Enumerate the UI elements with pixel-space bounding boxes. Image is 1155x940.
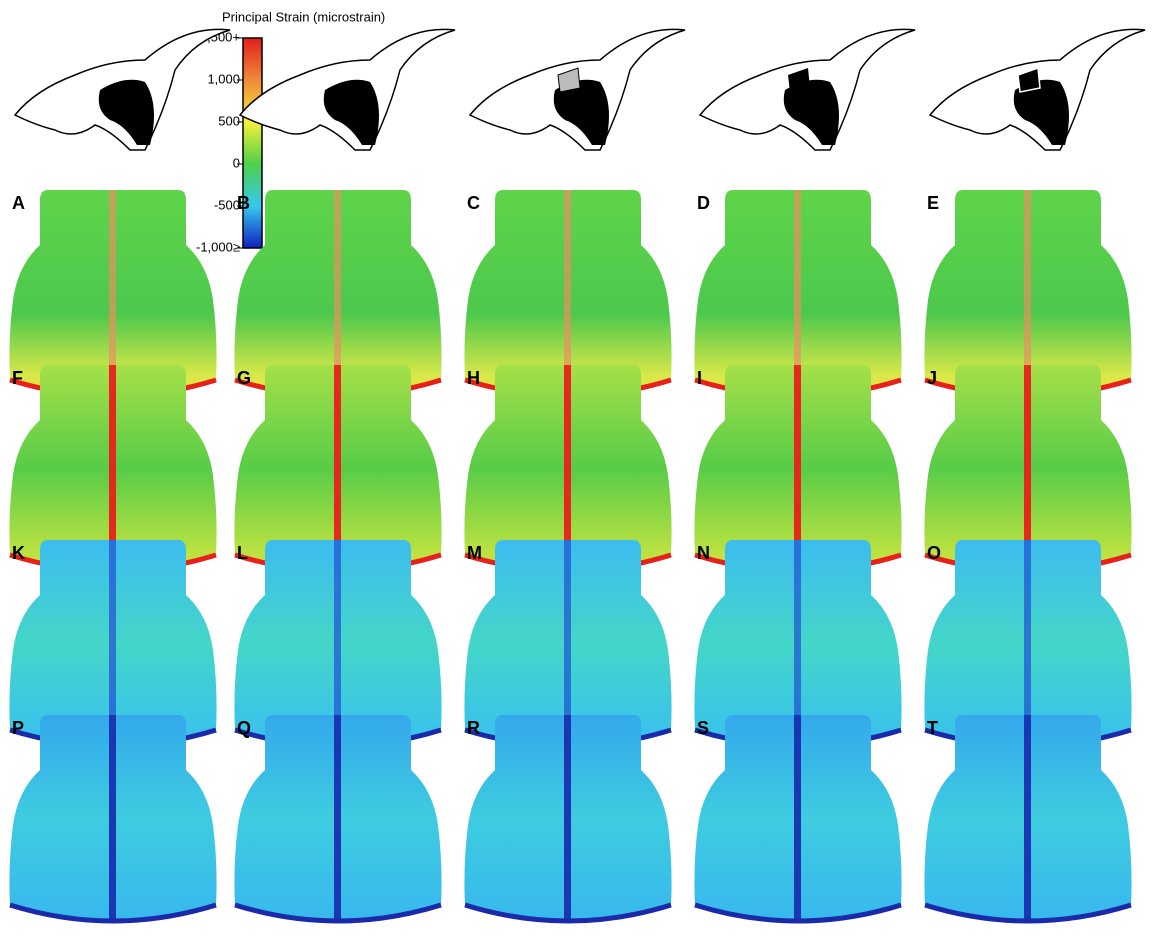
- mid-strip: [109, 715, 116, 923]
- colorbar-title: Principal Strain (microstrain): [222, 9, 385, 24]
- panel-label: T: [927, 718, 938, 738]
- skull-icon: [240, 29, 455, 150]
- figure: Principal Strain (microstrain) 1,500+1,0…: [0, 0, 1155, 940]
- panel-label: E: [927, 193, 939, 213]
- panel-label: O: [927, 543, 941, 563]
- panel-label: C: [467, 193, 480, 213]
- panel-label: K: [12, 543, 25, 563]
- mid-strip: [1024, 715, 1031, 923]
- skull-icon: [700, 29, 915, 150]
- panel-label: F: [12, 368, 23, 388]
- panel-label: R: [467, 718, 480, 738]
- panel-label: L: [237, 543, 248, 563]
- panel-label: S: [697, 718, 709, 738]
- strain-map: [234, 715, 441, 923]
- strain-map: [694, 715, 901, 923]
- panel-label: D: [697, 193, 710, 213]
- panel-label: I: [697, 368, 702, 388]
- panel-label: Q: [237, 718, 251, 738]
- colorbar-tick-label: 500: [218, 113, 240, 128]
- mid-strip: [334, 715, 341, 923]
- panel-label: G: [237, 368, 251, 388]
- colorbar: [243, 38, 262, 248]
- mid-strip: [564, 715, 571, 923]
- panel-label: M: [467, 543, 482, 563]
- panel-label: A: [12, 193, 25, 213]
- panel-label: J: [927, 368, 937, 388]
- skull-icon: [470, 29, 685, 150]
- colorbar-tick-label: 1,000: [207, 71, 240, 86]
- strain-map: [924, 715, 1131, 923]
- panel-label: N: [697, 543, 710, 563]
- skull-icon: [15, 29, 230, 150]
- strain-map: [9, 715, 216, 923]
- skull-icon: [930, 29, 1145, 150]
- strain-map: [464, 715, 671, 923]
- panel-label: B: [237, 193, 250, 213]
- colorbar-tick-label: 0: [233, 155, 240, 170]
- panel-label: H: [467, 368, 480, 388]
- colorbar-tick-label: -1,000≥: [196, 239, 240, 254]
- panel-label: P: [12, 718, 24, 738]
- mid-strip: [794, 715, 801, 923]
